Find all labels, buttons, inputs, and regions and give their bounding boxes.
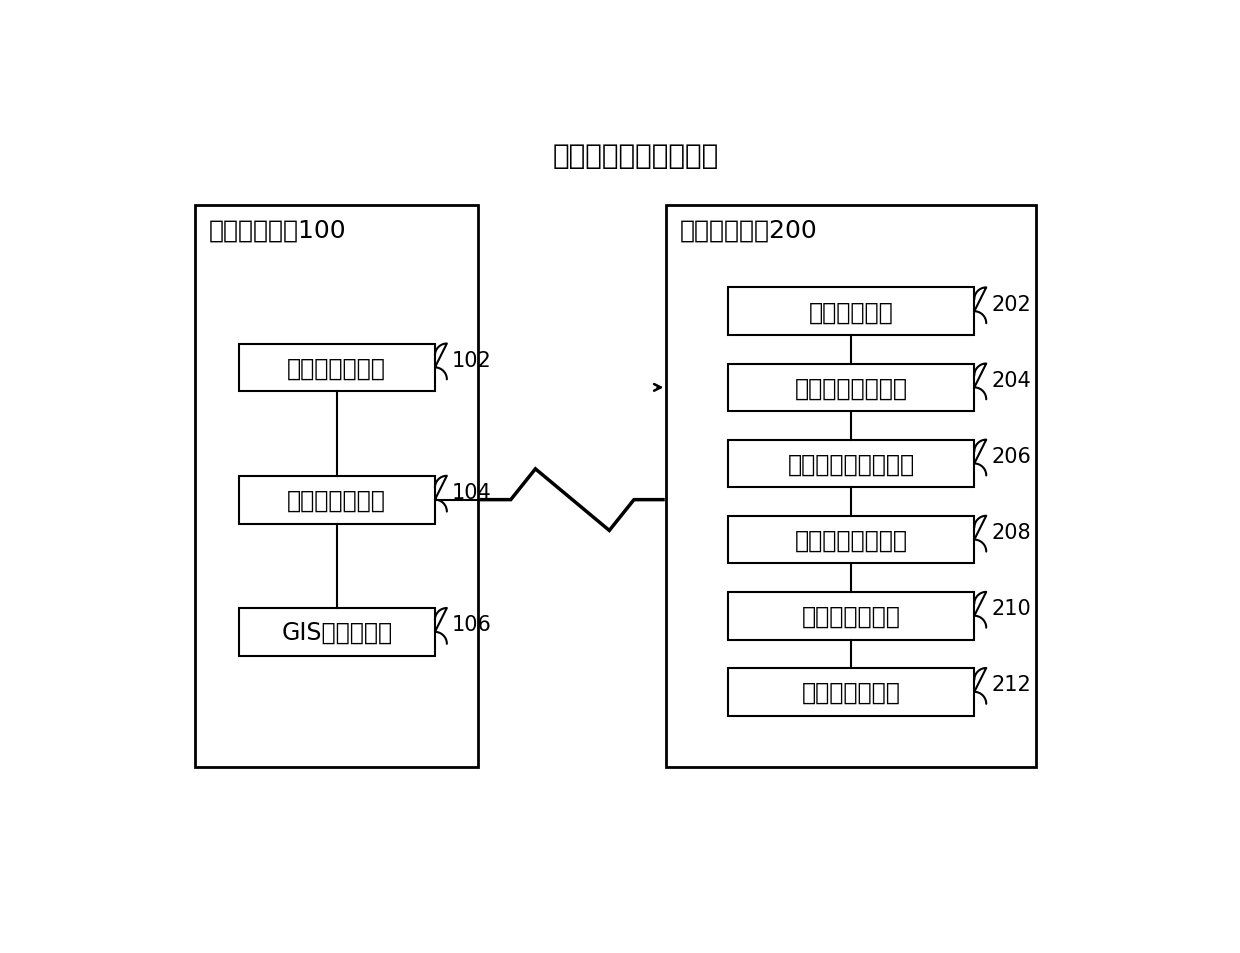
Text: 统一通信子系统: 统一通信子系统 bbox=[288, 356, 386, 380]
Bar bbox=[238, 476, 435, 524]
Text: 212: 212 bbox=[991, 675, 1030, 695]
Text: GIS集成子系统: GIS集成子系统 bbox=[281, 620, 392, 644]
Bar bbox=[728, 668, 975, 716]
Text: 移动指挥子系统: 移动指挥子系统 bbox=[802, 680, 900, 704]
Text: 动态勤务管理子系统: 动态勤务管理子系统 bbox=[787, 452, 915, 476]
Text: 210: 210 bbox=[991, 598, 1030, 618]
Text: 要情管理子系统: 要情管理子系统 bbox=[802, 604, 900, 628]
Bar bbox=[728, 440, 975, 488]
Text: 206: 206 bbox=[991, 446, 1032, 466]
Text: 智能化巡控子系统: 智能化巡控子系统 bbox=[795, 376, 908, 400]
Text: 104: 104 bbox=[451, 482, 491, 502]
Bar bbox=[195, 206, 479, 767]
Text: 可视化指挥子系统: 可视化指挥子系统 bbox=[795, 528, 908, 552]
Bar bbox=[728, 364, 975, 412]
Text: 接处警子系统: 接处警子系统 bbox=[808, 300, 894, 324]
Text: 警情支撑系统100: 警情支撑系统100 bbox=[208, 218, 346, 242]
Text: 106: 106 bbox=[451, 615, 492, 635]
Bar bbox=[728, 592, 975, 639]
Bar bbox=[728, 288, 975, 335]
Text: 208: 208 bbox=[991, 522, 1030, 542]
Bar bbox=[666, 206, 1035, 767]
Bar bbox=[238, 608, 435, 656]
Text: 警情应用系统200: 警情应用系统200 bbox=[681, 218, 818, 242]
Text: 202: 202 bbox=[991, 294, 1030, 314]
Text: 警情信息联动处理系统: 警情信息联动处理系统 bbox=[552, 142, 719, 170]
Text: 数据交换子系统: 数据交换子系统 bbox=[288, 488, 386, 512]
Text: 204: 204 bbox=[991, 371, 1030, 391]
Bar bbox=[238, 344, 435, 392]
Bar bbox=[728, 517, 975, 564]
Text: 102: 102 bbox=[451, 351, 491, 371]
